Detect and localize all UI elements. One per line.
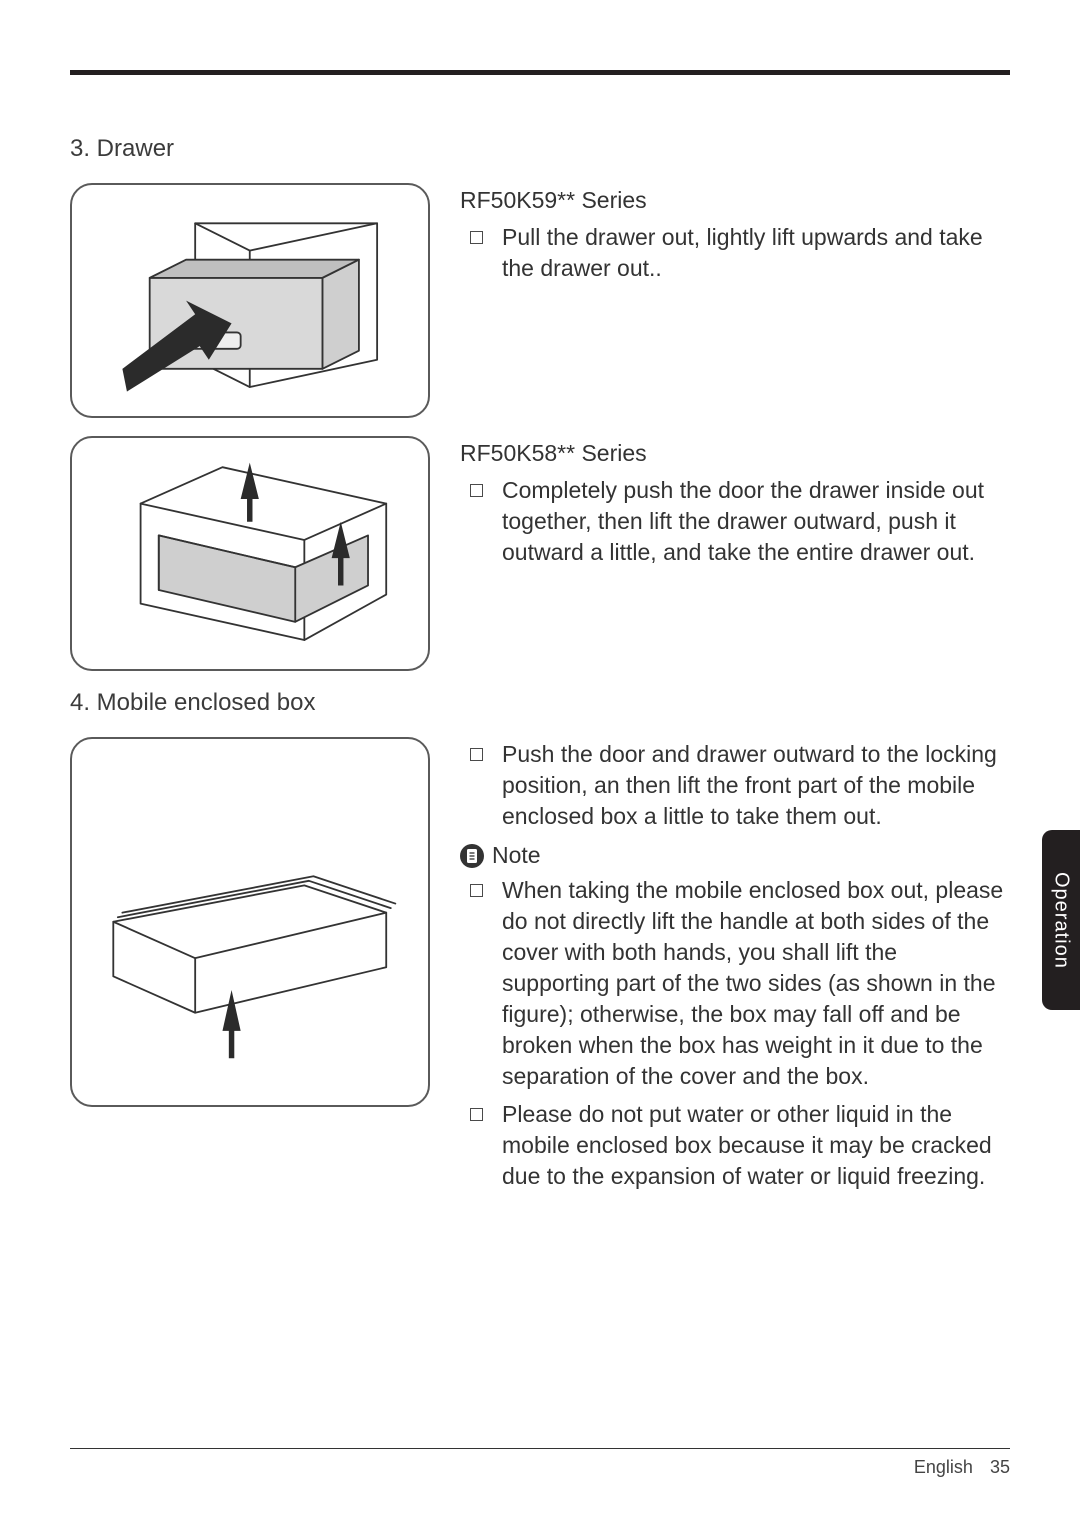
note-label: Note xyxy=(492,840,541,871)
list-item: When taking the mobile enclosed box out,… xyxy=(460,875,1010,1092)
list-mobile-box: Push the door and drawer outward to the … xyxy=(460,739,1010,832)
list-item: Pull the drawer out, lightly lift upward… xyxy=(460,222,1010,284)
page-container: 3. Drawer xyxy=(0,0,1080,1524)
list-drawer-59: Pull the drawer out, lightly lift upward… xyxy=(460,222,1010,284)
note-heading: Note xyxy=(460,840,1010,871)
text-drawer-58: RF50K58** Series Completely push the doo… xyxy=(460,436,1010,671)
text-mobile-box: Push the door and drawer outward to the … xyxy=(460,737,1010,1198)
list-drawer-58: Completely push the door the drawer insi… xyxy=(460,475,1010,568)
row-drawer-59: RF50K59** Series Pull the drawer out, li… xyxy=(70,183,1010,418)
list-item: Please do not put water or other liquid … xyxy=(460,1099,1010,1192)
figure-mobile-box xyxy=(70,737,430,1198)
figure-drawer-59 xyxy=(70,183,430,418)
side-tab-operation: Operation xyxy=(1042,830,1080,1010)
text-drawer-59: RF50K59** Series Pull the drawer out, li… xyxy=(460,183,1010,418)
drawer-pull-illustration xyxy=(86,196,414,405)
heading-drawer: 3. Drawer xyxy=(70,135,1010,163)
figure-drawer-58 xyxy=(70,436,430,671)
top-rule xyxy=(70,70,1010,75)
mobile-box-illustration xyxy=(86,758,414,1086)
side-tab-label: Operation xyxy=(1050,872,1073,969)
list-item: Completely push the door the drawer insi… xyxy=(460,475,1010,568)
drawer-push-illustration xyxy=(86,449,414,658)
figure-frame xyxy=(70,183,430,418)
row-mobile-box: Push the door and drawer outward to the … xyxy=(70,737,1010,1198)
figure-frame xyxy=(70,737,430,1107)
series-title-58: RF50K58** Series xyxy=(460,438,1010,469)
list-item: Push the door and drawer outward to the … xyxy=(460,739,1010,832)
list-note: When taking the mobile enclosed box out,… xyxy=(460,875,1010,1191)
series-title-59: RF50K59** Series xyxy=(460,185,1010,216)
heading-mobile-box: 4. Mobile enclosed box xyxy=(70,689,1010,717)
note-icon xyxy=(460,844,484,868)
figure-frame xyxy=(70,436,430,671)
row-drawer-58: RF50K58** Series Completely push the doo… xyxy=(70,436,1010,671)
footer-language: English xyxy=(914,1457,973,1477)
footer-page: 35 xyxy=(990,1457,1010,1477)
footer: English 35 xyxy=(70,1448,1010,1478)
